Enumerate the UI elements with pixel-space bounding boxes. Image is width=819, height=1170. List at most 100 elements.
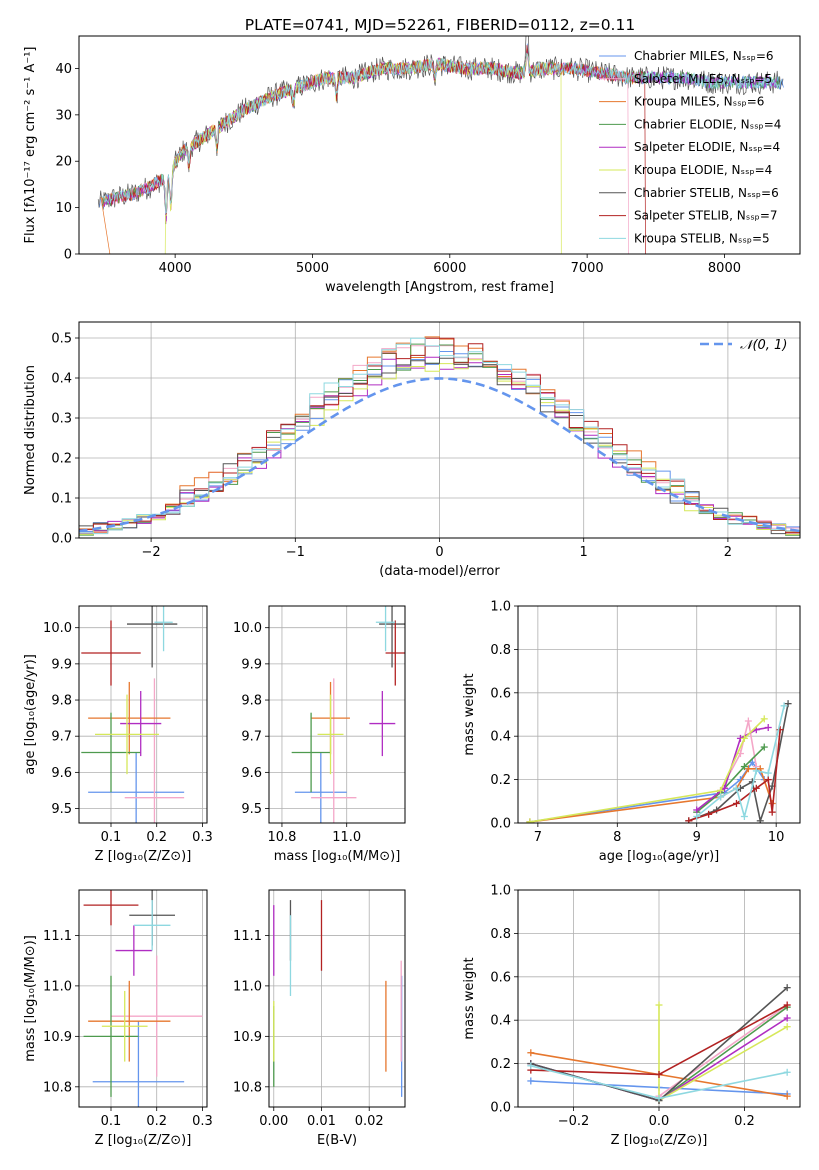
errorbar-point bbox=[375, 606, 396, 652]
y-tick-label: 10 bbox=[55, 201, 72, 216]
y-tick-label: 9.7 bbox=[51, 730, 72, 745]
x-tick-label: 10 bbox=[768, 830, 785, 845]
errorbar-point bbox=[291, 712, 331, 793]
y-tick-label: 11.1 bbox=[43, 929, 72, 944]
y-tick-label: 30 bbox=[55, 108, 72, 123]
errorbar-point bbox=[115, 925, 153, 976]
chart-residuals: −2 −1 0 1 2 0.0 0.1 0.2 0.3 0.4 0.5 (data-model)/er… bbox=[23, 321, 801, 579]
y-axis-label: mass weight bbox=[462, 673, 477, 755]
y-tick-label: 0.0 bbox=[51, 532, 72, 547]
errorbar-point bbox=[83, 890, 139, 926]
errorbar-point bbox=[369, 690, 396, 757]
x-tick-label: 0 bbox=[435, 545, 443, 560]
weight-series bbox=[527, 1001, 791, 1078]
y-tick-label: 9.8 bbox=[51, 694, 72, 709]
plot-area bbox=[273, 900, 403, 1097]
y-tick-label: 10.9 bbox=[43, 1030, 72, 1045]
x-tick-label: 0.0 bbox=[649, 1114, 670, 1129]
y-tick-label: 11.0 bbox=[233, 979, 262, 994]
errorbar-point bbox=[111, 955, 203, 1077]
weight-series bbox=[685, 726, 784, 823]
y-tick-label: 0.5 bbox=[51, 332, 72, 347]
legend-entry: Chabrier MILES, Nₛₛₚ=6 bbox=[634, 49, 774, 63]
y-tick-label: 0.4 bbox=[490, 1014, 511, 1029]
y-tick-label: 1.0 bbox=[490, 600, 511, 615]
plot-area bbox=[527, 984, 791, 1104]
plot-area bbox=[83, 890, 203, 1107]
x-axis-label: E(B-V) bbox=[317, 1133, 357, 1148]
y-tick-label: 10.0 bbox=[43, 621, 72, 636]
chart-mass_vs_ebv: 0.00 0.01 0.02 10.8 10.9 11.0 11.1 E(B-V) bbox=[233, 889, 406, 1148]
x-tick-label: 8000 bbox=[708, 261, 741, 276]
y-tick-label: 0.4 bbox=[51, 372, 72, 387]
chart-mass_vs_Z: 0.1 0.2 0.3 10.8 10.9 11.0 11.1 Z [log₁₀(Z/Z⊙)]… bbox=[23, 889, 213, 1148]
x-tick-label: 2 bbox=[724, 545, 732, 560]
x-axis-label: Z [log₁₀(Z/Z⊙)] bbox=[611, 1133, 708, 1148]
y-tick-label: 0.3 bbox=[51, 412, 72, 427]
errorbar-point bbox=[379, 606, 405, 668]
chart-spectrum: 4000 5000 6000 7000 8000 0 10 20 30 40 wavelength … bbox=[23, 35, 801, 295]
y-tick-label: 9.9 bbox=[51, 657, 72, 672]
y-tick-label: 10.0 bbox=[233, 621, 262, 636]
x-axis-label: (data-model)/error bbox=[379, 564, 500, 579]
x-tick-label: 0.01 bbox=[307, 1114, 336, 1129]
errorbar-point bbox=[88, 681, 171, 755]
x-tick-label: 11.0 bbox=[332, 830, 361, 845]
weight-line bbox=[529, 718, 765, 823]
errorbar-point bbox=[311, 678, 357, 823]
y-tick-label: 9.6 bbox=[51, 766, 72, 781]
y-tick-label: 0.8 bbox=[490, 927, 511, 942]
errorbar-point bbox=[92, 1021, 185, 1107]
errorbar-point bbox=[88, 752, 185, 823]
weight-line bbox=[529, 768, 773, 823]
plot-area bbox=[81, 606, 185, 823]
y-tick-label: 9.6 bbox=[241, 766, 262, 781]
y-tick-label: 0.4 bbox=[490, 730, 511, 745]
errorbar-point bbox=[294, 752, 347, 823]
legend-entry: Chabrier ELODIE, Nₛₛₚ=4 bbox=[634, 117, 781, 131]
y-tick-label: 0.0 bbox=[490, 1101, 511, 1116]
x-axis-label: Z [log₁₀(Z/Z⊙)] bbox=[95, 849, 192, 864]
spectrum-series-line bbox=[108, 45, 646, 254]
errorbar-point bbox=[120, 690, 162, 757]
y-tick-label: 0.0 bbox=[490, 817, 511, 832]
legend-entry: Salpeter MILES, Nₛₛₚ=5 bbox=[634, 72, 772, 86]
axes-frame bbox=[78, 605, 208, 824]
x-axis-label: age [log₁₀(age/yr)] bbox=[599, 849, 720, 864]
gaussian-curve bbox=[79, 377, 800, 533]
errorbar-point bbox=[317, 694, 344, 775]
legend-entry: Kroupa MILES, Nₛₛₚ=6 bbox=[634, 95, 764, 109]
spectrum-series-line bbox=[102, 52, 783, 214]
y-tick-label: 0.2 bbox=[490, 773, 511, 788]
x-axis-label: mass [log₁₀(M/M⊙)] bbox=[274, 849, 401, 864]
plot-area bbox=[79, 336, 800, 537]
y-tick-label: 0.1 bbox=[51, 492, 72, 507]
axes-frame bbox=[78, 889, 208, 1108]
x-tick-label: −2 bbox=[142, 545, 161, 560]
legend-entry: Salpeter ELODIE, Nₛₛₚ=4 bbox=[634, 140, 780, 154]
errorbar-point bbox=[95, 694, 159, 775]
x-tick-label: 0.3 bbox=[192, 1114, 213, 1129]
x-tick-label: 6000 bbox=[433, 261, 466, 276]
errorbar-point bbox=[88, 980, 171, 1062]
x-tick-label: −0.2 bbox=[558, 1114, 590, 1129]
legend-entry: 𝒩(0, 1) bbox=[740, 338, 787, 353]
y-tick-label: 0.8 bbox=[490, 643, 511, 658]
plot-area bbox=[97, 36, 784, 254]
errorbar-point bbox=[83, 975, 139, 1097]
x-tick-label: 0.00 bbox=[259, 1114, 288, 1129]
weight-series bbox=[527, 1062, 791, 1102]
figure-title: PLATE=0741, MJD=52261, FIBERID=0112, z=0… bbox=[245, 16, 635, 34]
weight-series bbox=[693, 724, 772, 814]
y-tick-label: 0.2 bbox=[490, 1057, 511, 1072]
x-tick-label: −1 bbox=[286, 545, 305, 560]
y-tick-label: 0.6 bbox=[490, 970, 511, 985]
plot-area bbox=[526, 700, 792, 823]
x-tick-label: 4000 bbox=[159, 261, 192, 276]
chart-age_vs_mass: 10.8 11.0 9.5 9.6 9.7 9.8 9.9 10.0 mass [log₁₀(M… bbox=[233, 605, 406, 864]
errorbar-point bbox=[81, 712, 141, 793]
y-axis-label: Normed distribution bbox=[23, 365, 38, 495]
y-axis-label: Flux [fλ10⁻¹⁷ erg cm⁻² s⁻¹ A⁻¹] bbox=[23, 47, 38, 244]
x-axis-label: wavelength [Angstrom, rest frame] bbox=[325, 280, 554, 295]
